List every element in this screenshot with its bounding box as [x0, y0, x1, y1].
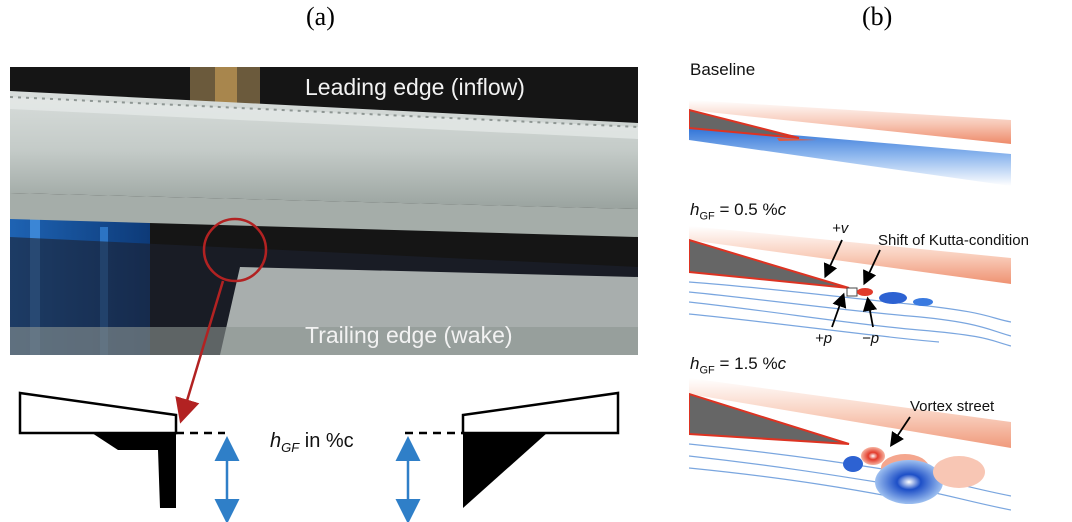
- case-baseline-title: Baseline: [690, 60, 756, 79]
- plus-p-label: +p: [815, 330, 833, 347]
- highlight-circle: [202, 217, 268, 283]
- flow-field-baseline: [689, 100, 1011, 196]
- kutta-label: Shift of Kutta-condition: [878, 232, 1029, 249]
- panel-label-b: (b): [862, 2, 893, 31]
- h-gf-label: hGF in %c: [270, 430, 354, 455]
- minus-p-label: −p: [862, 330, 880, 347]
- trailing-edge-label: Trailing edge (wake): [305, 322, 513, 348]
- flow-field-1-5: [689, 378, 1011, 518]
- wind-tunnel-photo: [10, 67, 638, 355]
- gurney-flap-left: [92, 433, 176, 508]
- vortex-street-label: Vortex street: [910, 398, 995, 415]
- panel-label-a: (a): [306, 2, 335, 31]
- case-h15-title: hGF = 1.5 %c: [690, 354, 787, 377]
- flow-field-0-5: [689, 226, 1011, 350]
- case-h05-title: hGF = 0.5 %c: [690, 200, 787, 223]
- plus-v-label: +v: [832, 220, 849, 237]
- trailing-edge-right: [461, 391, 620, 435]
- leading-edge-label: Leading edge (inflow): [305, 74, 525, 100]
- pointer-arrow: [175, 280, 225, 424]
- gurney-flap-right: [463, 433, 547, 508]
